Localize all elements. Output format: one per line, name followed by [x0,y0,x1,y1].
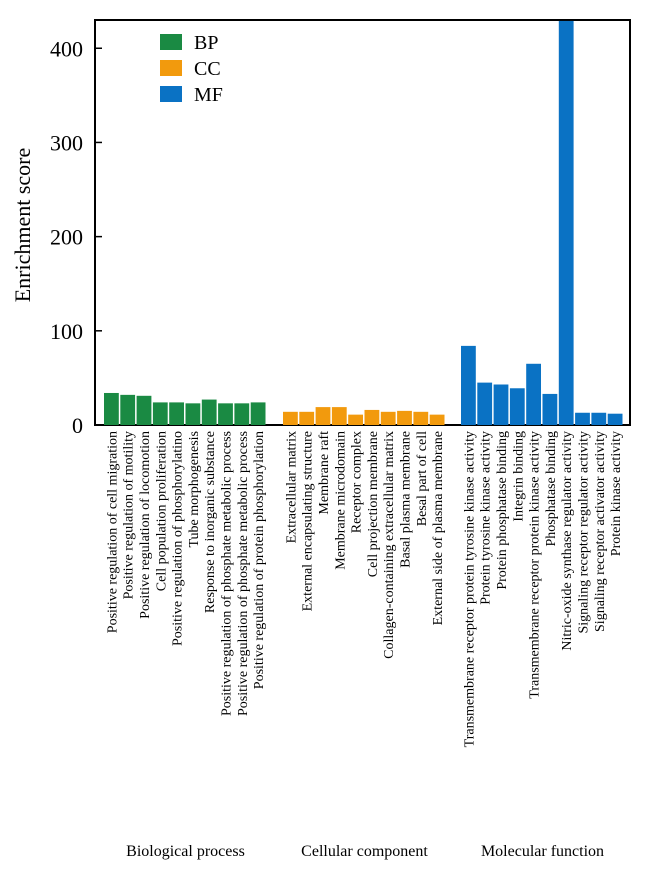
x-tick-label: Positive regulation of phosphorylatino [171,431,186,646]
x-tick-label: Phosphatase binding [544,431,559,547]
x-tick-label: Cell population proliferation [154,431,169,591]
legend-label: MF [194,84,223,106]
bar-mf [461,345,476,425]
plot-frame [94,19,631,426]
x-tick-label: Extracellular matrix [284,431,299,543]
bar-cc [299,411,315,425]
bar-bp [152,402,168,425]
x-tick-label: Tube morphogenesis [187,431,202,548]
bar-mf [575,412,590,425]
x-tick-label: Response to inorganic substance [203,431,218,613]
x-tick-label: Positive regulation of phosphate metabol… [236,431,251,716]
bar-mf [607,413,623,425]
x-tick-label: Protein tyrosine kinase activity [479,431,494,605]
bar-cc [429,414,445,425]
x-tick-label: Nitric-oxide synthase regulator activity [560,431,575,651]
y-tick-label: 200 [50,225,83,250]
x-tick-label: Positive regulation of locomotion [138,431,153,619]
x-tick-label: External encapsulating structure [301,431,316,611]
x-tick-label: External side of plasma membrane [431,431,446,625]
x-tick-label: Receptor complex [350,431,365,533]
x-tick-label: Membrane microdomain [333,431,348,570]
y-tick-label: 300 [50,130,83,155]
bar-bp [218,403,233,425]
bar-cc [397,410,412,425]
x-tick-label: Positive regulation of protein phosphory… [252,431,267,689]
bar-mf [558,20,574,425]
bar-cc [283,411,298,425]
x-tick-label: Collagen-containing extracellular matrix [382,431,397,659]
y-axis-label: Enrichment score [10,148,35,303]
legend-label: BP [194,32,218,54]
bar-cc [331,407,347,425]
plot-area: 0 100 200 300 400 Positive regulation of cell… [50,19,631,860]
bar-mf [591,412,607,425]
bar-bp [250,402,266,425]
bar-mf [526,363,541,425]
x-tick-label: Signaling receptor regulator activity [577,431,592,634]
x-tick-label: Integrin binding [511,431,526,522]
bar-bp [234,403,250,425]
y-tick-label: 400 [50,36,83,61]
x-tick-label: Transmembrane receptor protein tyrosine … [462,431,477,747]
bar-bp [136,395,152,425]
legend-swatch-cc [160,60,182,76]
bar-bp [185,403,201,425]
bar-cc [348,414,363,425]
y-tick-label: 0 [72,413,83,438]
bar-bp [201,399,217,425]
bar-bp [120,394,136,425]
x-tick-label: Signaling receptor activator activity [593,431,608,632]
bar-cc [315,407,331,425]
y-tick-label: 100 [50,319,83,344]
legend-label: CC [194,58,221,80]
bar-mf [493,384,509,425]
bar-cc [413,411,429,425]
bar-mf [477,382,493,425]
bar-bp [169,402,184,425]
x-tick-label: Positive regulation of motility [122,431,137,599]
x-tick-label: Protein phosphatase binding [495,431,510,590]
x-tick-label: Cell projection membrane [366,431,381,577]
x-tick-label: Positive regulation of cell migration [105,431,120,633]
group-label: Molecular function [481,843,604,860]
group-label: Biological process [126,843,245,860]
legend-swatch-mf [160,86,182,102]
x-tick-label: Protein kinase activity [609,431,624,556]
x-tick-label: Transmembrane receptor protein kinase ac… [528,431,543,699]
legend-swatch-bp [160,34,182,50]
x-tick-label: Membrane raft [317,431,332,515]
x-tick-label: Basal plasma membrane [399,431,414,568]
bar-mf [509,388,525,425]
bar-cc [380,411,396,425]
group-label: Cellular component [301,843,428,860]
x-tick-label: Besal part of cell [415,431,430,526]
x-tick-label: Positive regulation of phosphate metabol… [220,431,235,716]
bar-bp [104,392,119,425]
bar-cc [364,409,380,425]
bar-mf [542,393,558,425]
